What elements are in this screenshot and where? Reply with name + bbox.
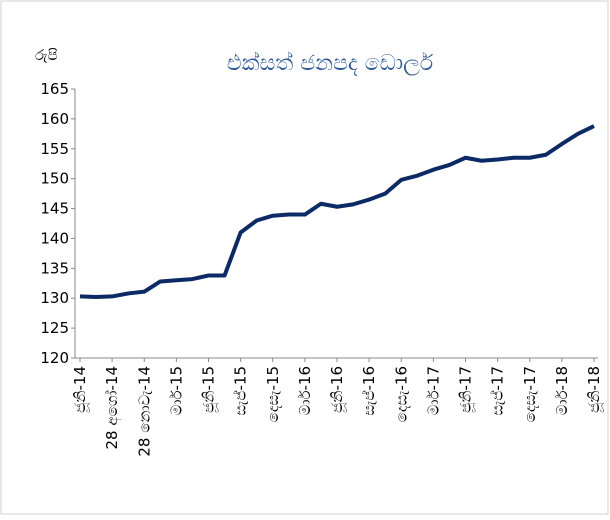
y-tick-label: 160 (40, 110, 69, 128)
y-axis-label: රුපි (35, 46, 58, 64)
x-tick-label: සැප්-16 (360, 366, 378, 416)
y-tick-label: 155 (40, 140, 69, 158)
x-tick-label: 28 නොවැ-14 (135, 366, 153, 457)
x-tick-label: සැප්-15 (231, 366, 249, 416)
y-tick-label: 145 (40, 200, 69, 218)
x-tick-label: දෙසැ-16 (392, 366, 410, 422)
chart-title: එක්සත් ජනපද ඩොලර් (227, 51, 434, 76)
x-tick-label: ජූනි-15 (200, 366, 219, 413)
y-tick-label: 135 (40, 259, 69, 277)
y-tick-label: 130 (40, 289, 69, 307)
y-tick-label: 140 (40, 229, 69, 247)
y-tick-label: 150 (40, 170, 69, 188)
x-tick-label: ජූනි-17 (457, 366, 476, 413)
x-tick-label: දෙසැ-15 (264, 366, 282, 422)
x-tick-label: මාර්-18 (553, 366, 571, 415)
x-tick-label: ජූනි-14 (71, 366, 90, 413)
x-tick-label: ජූනි-16 (328, 366, 347, 413)
data-line (79, 124, 595, 300)
x-tick-label: 28 අගෝ-14 (103, 366, 122, 449)
x-tick-label: සැප්-17 (488, 366, 506, 416)
x-tick-label: මාර්-15 (167, 366, 185, 415)
y-tick-label: 165 (40, 80, 69, 98)
x-tick-label: මාර්-17 (424, 366, 442, 415)
x-tick-label: දෙසැ-17 (521, 366, 539, 422)
x-tick-label: මාර්-16 (296, 366, 314, 415)
y-tick-label: 125 (40, 319, 69, 337)
y-tick-label: 120 (40, 349, 69, 367)
x-tick-label: ජූනි-18 (585, 366, 604, 413)
